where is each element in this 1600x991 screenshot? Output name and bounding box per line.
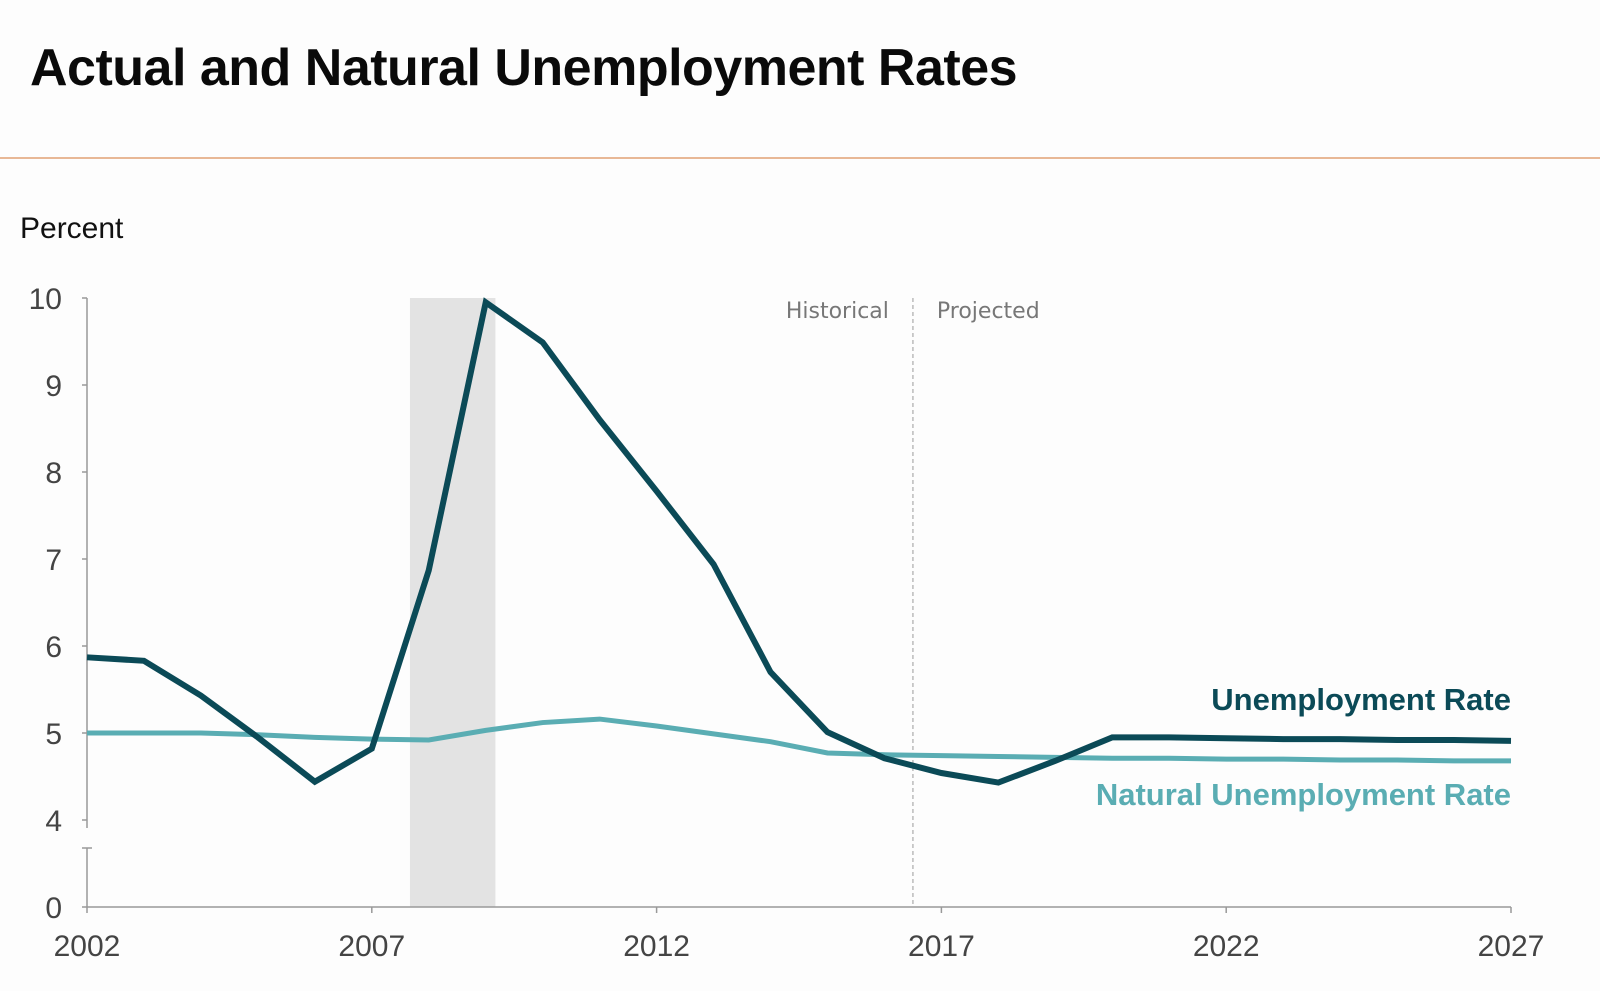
y-axis-label: Percent	[20, 212, 124, 245]
series-lines	[86, 297, 1512, 786]
historical-label: Historical	[786, 299, 889, 324]
axes: 0 4 5 6 7 8 9 10 2002 2007 2012 2017 2022 2027	[29, 283, 1545, 963]
y-tick-label: 6	[45, 631, 62, 664]
y-tick-label: 7	[45, 544, 62, 577]
y-tick-label: 5	[45, 718, 62, 751]
chart-title: Actual and Natural Unemployment Rates	[30, 39, 1018, 97]
y-tick-label: 4	[45, 805, 62, 838]
unemployment-rate-label: Unemployment Rate	[1211, 682, 1511, 717]
title-divider	[0, 157, 1600, 159]
x-tick-label: 2017	[908, 930, 975, 963]
y-tick-label: 0	[45, 892, 62, 925]
x-tick-label: 2002	[54, 930, 121, 963]
y-tick-label: 8	[45, 457, 62, 490]
recession-shading	[409, 298, 496, 907]
projected-label: Projected	[937, 299, 1040, 324]
x-tick-label: 2022	[1193, 930, 1260, 963]
natural-unemployment-rate-line	[87, 716, 1511, 764]
y-tick-label: 10	[29, 283, 62, 316]
x-tick-label: 2012	[623, 930, 690, 963]
x-tick-label: 2007	[338, 930, 405, 963]
x-tick-label: 2027	[1478, 930, 1545, 963]
y-tick-label: 9	[45, 370, 62, 403]
natural-unemployment-rate-label: Natural Unemployment Rate	[1096, 777, 1511, 812]
unemployment-rate-line	[86, 297, 1512, 786]
